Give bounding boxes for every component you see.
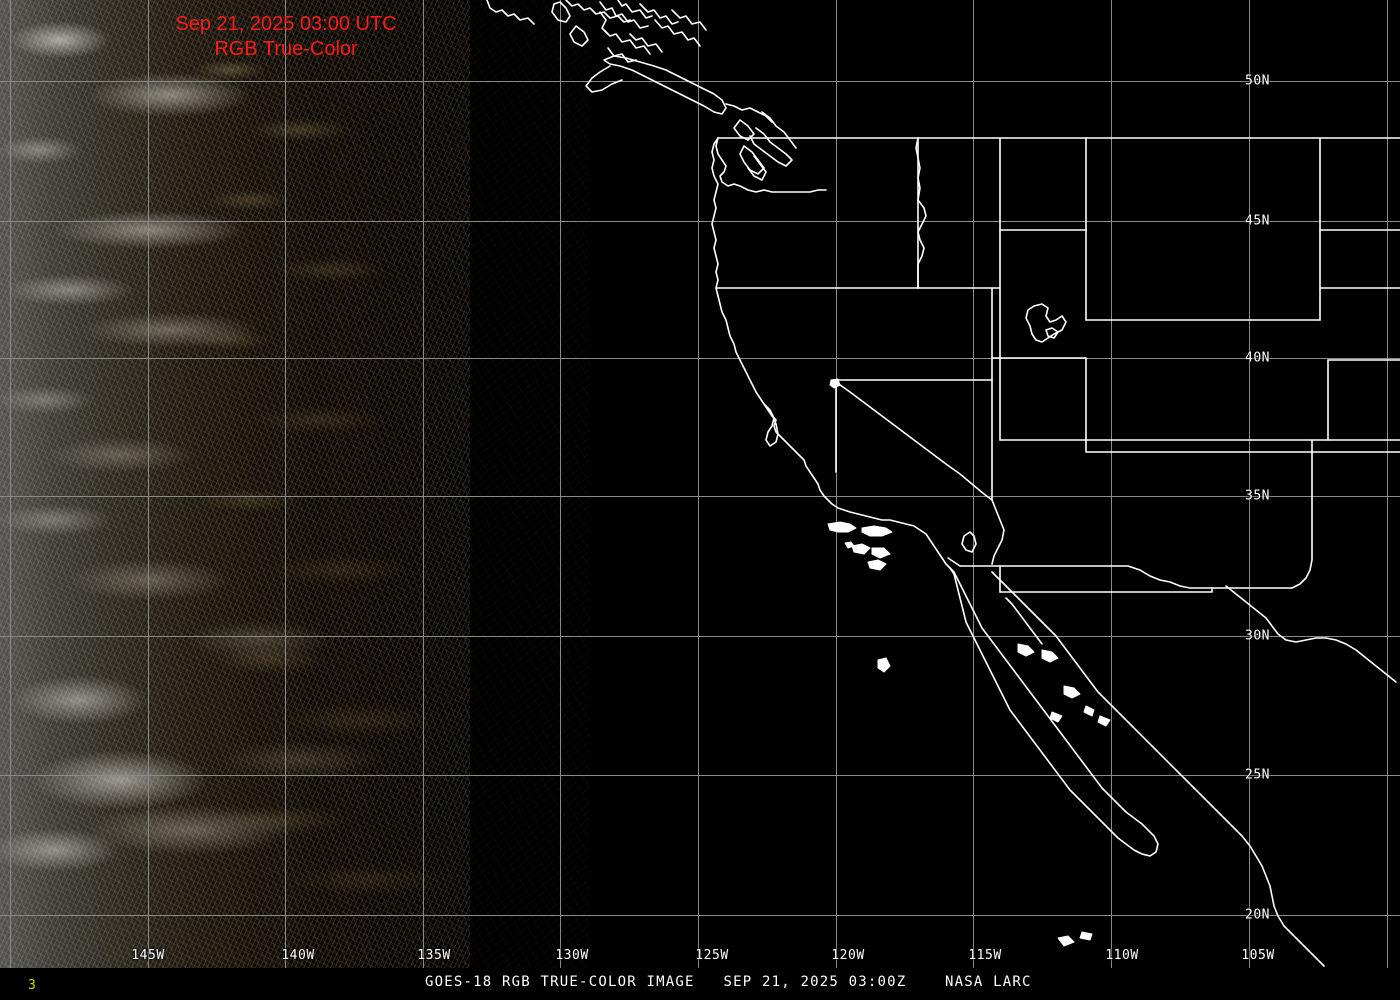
latitude-label-30n: 30N xyxy=(1245,628,1270,644)
gulf-islands xyxy=(878,644,1110,946)
graticule-meridian-10 xyxy=(1387,0,1388,968)
british-columbia-coastline xyxy=(487,0,706,62)
satellite-image-canvas: 50N 45N 40N 35N 30N 25N 20N 145W 140W 135W 130W 125… xyxy=(0,0,1400,968)
vancouver-island xyxy=(586,56,726,114)
longitude-label-105w: 105W xyxy=(1241,948,1275,963)
longitude-label-130w: 130W xyxy=(555,948,589,963)
salton-sea xyxy=(962,532,976,552)
graticule-meridian-4 xyxy=(560,0,561,968)
graticule-parallel-6 xyxy=(0,915,1400,916)
title-product-name: RGB True-Color xyxy=(214,38,358,60)
graticule-meridian-1 xyxy=(148,0,149,968)
graticule-parallel-5 xyxy=(0,775,1400,776)
latitude-label-25n: 25N xyxy=(1245,767,1270,783)
gulf-of-california-mainland-coast xyxy=(992,572,1194,788)
title-annotation: Sep 21, 2025 03:00 UTC RGB True-Color xyxy=(150,12,422,62)
channel-islands xyxy=(828,522,892,570)
puget-sound-coastline xyxy=(726,104,796,180)
map-outline-overlay xyxy=(0,0,1400,968)
longitude-label-125w: 125W xyxy=(695,948,729,963)
graticule-meridian-0 xyxy=(10,0,11,968)
graticule-meridian-5 xyxy=(698,0,699,968)
longitude-label-135w: 135W xyxy=(417,948,451,963)
us-pacific-coastline xyxy=(712,138,950,568)
graticule-meridian-3 xyxy=(423,0,424,968)
caption-text: GOES-18 RGB TRUE-COLOR IMAGE SEP 21, 202… xyxy=(425,974,1032,990)
cloud-speckle-texture xyxy=(0,0,470,968)
cloud-layer-lit xyxy=(0,0,470,968)
graticule-meridian-8 xyxy=(1111,0,1112,968)
graticule-parallel-2 xyxy=(0,358,1400,359)
idaho-montana-wyoming-borders xyxy=(918,138,1320,440)
haida-gwaii-islands xyxy=(552,2,588,46)
us-mexico-border xyxy=(948,500,1212,592)
latitude-label-20n: 20N xyxy=(1245,907,1270,923)
oregon-idaho-border xyxy=(916,138,926,288)
graticule-parallel-1 xyxy=(0,221,1400,222)
graticule-meridian-7 xyxy=(973,0,974,968)
longitude-label-110w: 110W xyxy=(1105,948,1139,963)
utah-arizona-nevada-border xyxy=(992,358,1400,452)
latitude-label-35n: 35N xyxy=(1245,488,1270,504)
graticule-parallel-4 xyxy=(0,636,1400,637)
san-francisco-bay xyxy=(764,404,778,446)
graticule-parallel-3 xyxy=(0,496,1400,497)
night-glow-texture xyxy=(330,0,590,968)
longitude-label-120w: 120W xyxy=(831,948,865,963)
nevada-california-border xyxy=(830,288,992,500)
latitude-label-40n: 40N xyxy=(1245,350,1270,366)
caption-band: GOES-18 RGB TRUE-COLOR IMAGE SEP 21, 202… xyxy=(0,968,1400,1000)
great-salt-lake xyxy=(1026,304,1066,342)
graticule-meridian-6 xyxy=(836,0,837,968)
cloud-layer-twilight xyxy=(0,0,470,968)
baja-california-peninsula xyxy=(950,568,1158,856)
interior-state-lines-east xyxy=(1320,230,1400,288)
corner-index-label: 3 xyxy=(28,978,36,993)
mexico-west-coast-lower xyxy=(1194,788,1324,966)
longitude-label-145w: 145W xyxy=(131,948,165,963)
longitude-label-140w: 140W xyxy=(281,948,315,963)
graticule-parallel-0 xyxy=(0,81,1400,82)
day-night-terminator-gradient xyxy=(0,0,440,968)
title-timestamp: Sep 21, 2025 03:00 UTC xyxy=(175,13,397,35)
graticule-meridian-2 xyxy=(285,0,286,968)
latitude-label-50n: 50N xyxy=(1245,73,1270,89)
latitude-label-45n: 45N xyxy=(1245,213,1270,229)
graticule-meridian-9 xyxy=(1249,0,1250,968)
arizona-new-mexico-border xyxy=(1000,440,1312,592)
longitude-label-115w: 115W xyxy=(968,948,1002,963)
colorado-new-mexico-texas-borders xyxy=(1328,360,1400,440)
